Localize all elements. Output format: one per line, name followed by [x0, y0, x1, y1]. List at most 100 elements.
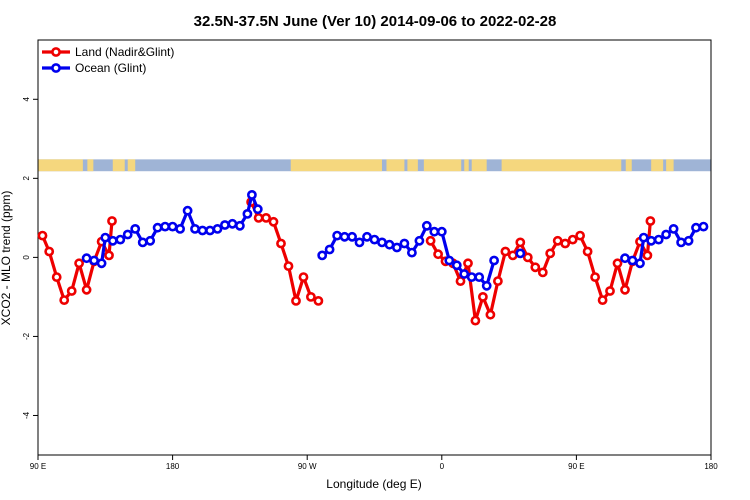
series-1-point-1-19 — [459, 269, 470, 279]
y-tick-label-3: 2 — [22, 176, 31, 181]
series-0-point-2-16 — [545, 248, 556, 259]
series-1-point-0-0 — [81, 253, 92, 264]
series-1-point-0-19 — [219, 220, 230, 230]
series-1-point-0-1 — [89, 255, 99, 266]
series-1-point-1-23 — [489, 255, 499, 266]
y-tick-label-1: -2 — [22, 332, 31, 340]
map-land-6 — [407, 159, 418, 172]
series-1-point-0-2 — [96, 258, 107, 269]
map-land-7 — [423, 159, 462, 172]
series-0-point-1-2 — [261, 212, 271, 223]
series-0-point-2-15 — [537, 267, 548, 278]
map-land-13 — [666, 159, 674, 172]
series-1-point-1-0 — [317, 250, 328, 261]
series-1-point-0-22 — [242, 208, 253, 219]
series-1-point-3-7 — [668, 223, 679, 234]
series-0-point-2-22 — [590, 272, 600, 282]
series-0-point-2-5 — [463, 258, 473, 269]
series-0-point-2-10 — [500, 246, 511, 257]
map-land-0 — [38, 159, 83, 172]
series-1-point-3-1 — [627, 255, 638, 266]
map-land-3 — [127, 159, 136, 172]
series-1-point-3-2 — [635, 258, 645, 269]
map-land-10 — [501, 159, 622, 172]
series-1-point-0-13 — [175, 223, 185, 234]
legend: Land (Nadir&Glint) Ocean (Glint) — [42, 45, 174, 75]
series-0-point-0-9 — [104, 250, 114, 261]
x-axis-label: Longitude (deg E) — [326, 477, 421, 491]
series-1-point-1-2 — [332, 230, 342, 241]
series-1-point-3-0 — [620, 253, 630, 264]
series-0-point-2-8 — [485, 309, 496, 320]
series-0-point-1-1 — [253, 212, 264, 223]
series-0-point-0-4 — [66, 286, 77, 296]
series-0-point-2-6 — [470, 315, 481, 326]
series-0-point-1-3 — [268, 216, 279, 227]
x-tick-label-5: 180 — [704, 462, 718, 471]
series-0-point-2-17 — [552, 235, 563, 246]
series-1-point-0-17 — [205, 225, 215, 236]
legend-marker-0 — [51, 47, 61, 57]
map-land-8 — [464, 159, 469, 172]
series-1-point-3-6 — [661, 229, 671, 240]
map-strip — [38, 159, 711, 172]
series-1-point-0-18 — [212, 223, 223, 234]
series-1-point-3-4 — [646, 235, 657, 246]
series-1-point-0-10 — [152, 222, 163, 233]
series-1-point-0-9 — [145, 235, 156, 246]
series-1-point-1-15 — [429, 226, 440, 237]
series-0-point-2-14 — [530, 262, 541, 273]
x-tick-label-2: 90 W — [298, 462, 317, 471]
series-0-point-0-1 — [44, 246, 55, 257]
series-0-point-2-23 — [597, 295, 608, 305]
series-1-point-0-12 — [167, 221, 178, 232]
x-tick-label-1: 180 — [166, 462, 180, 471]
series-0-point-2-26 — [620, 284, 630, 295]
series-0-point-2-7 — [477, 291, 488, 302]
series-0 — [37, 197, 656, 326]
series-1-point-0-7 — [130, 223, 141, 234]
map-land-5 — [386, 159, 405, 172]
series-1-point-3-5 — [653, 234, 664, 245]
y-axis-label: XCO2 - MLO trend (ppm) — [0, 191, 13, 326]
series-1-point-0-20 — [227, 218, 238, 229]
series-1-point-1-7 — [369, 234, 380, 245]
series-1-point-0-23 — [246, 189, 257, 200]
series-1-point-0-4 — [107, 235, 118, 246]
series-1-point-1-5 — [354, 237, 365, 248]
series-0-point-2-13 — [522, 252, 533, 263]
series-1-point-1-13 — [414, 235, 425, 246]
series-1-point-0-24 — [252, 204, 263, 215]
series-0-point-0-3 — [59, 295, 70, 305]
series-1-point-0-5 — [115, 234, 126, 245]
map-land-1 — [87, 159, 94, 172]
series-1-point-1-22 — [481, 280, 492, 291]
series-1-point-3-3 — [638, 232, 649, 243]
series-0-point-2-30 — [645, 216, 656, 226]
series-1 — [81, 189, 709, 291]
x-axis: 90 E 180 90 W 0 90 E 180 — [30, 455, 718, 471]
series-0-point-2-0 — [425, 235, 436, 246]
series-1-point-1-8 — [377, 237, 387, 248]
series-1-point-0-21 — [234, 220, 245, 231]
y-tick-label-2: 0 — [22, 255, 31, 260]
series-0-point-0-2 — [51, 272, 62, 282]
x-tick-label-4: 90 E — [568, 462, 584, 471]
series-1-point-0-8 — [137, 237, 148, 248]
series-1-point-1-11 — [399, 238, 410, 249]
series-1-point-0-14 — [182, 205, 193, 216]
series-1-point-0-11 — [160, 221, 170, 232]
series-0-point-0-6 — [81, 284, 92, 295]
series-0-point-2-19 — [567, 234, 578, 245]
map-land-4 — [290, 159, 382, 172]
y-tick-label-0: -4 — [22, 411, 31, 419]
series-1-point-1-6 — [362, 231, 372, 242]
series-1-point-1-16 — [436, 226, 447, 237]
x-tick-label-0: 90 E — [30, 462, 46, 471]
series-1-point-3-9 — [683, 235, 694, 246]
series-1-point-0-3 — [100, 232, 111, 243]
series-0-point-1-9 — [313, 295, 324, 306]
series-1-point-0-15 — [190, 223, 200, 234]
series-1-point-1-3 — [339, 231, 350, 242]
